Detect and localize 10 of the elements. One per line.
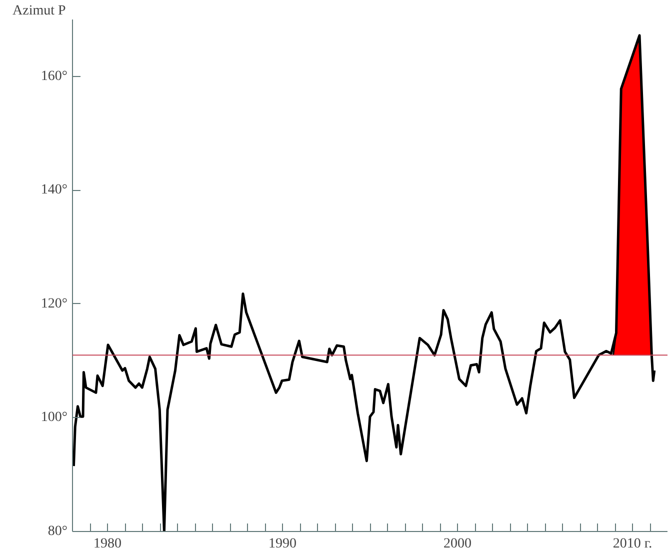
y-tick-label: 120°	[40, 296, 68, 312]
y-tick-label: 100°	[40, 410, 68, 426]
y-tick-label: 80°	[48, 524, 68, 539]
y-tick-label: 140°	[40, 182, 68, 198]
x-tick-label: 2000	[444, 536, 472, 552]
y-axis-title: Azimut P	[12, 4, 66, 18]
x-tick-label: 1990	[268, 536, 296, 552]
x-tick-label: 1980	[94, 536, 122, 552]
y-tick-label: 160°	[40, 68, 68, 84]
x-tick-label: 2010 г.	[612, 536, 652, 552]
